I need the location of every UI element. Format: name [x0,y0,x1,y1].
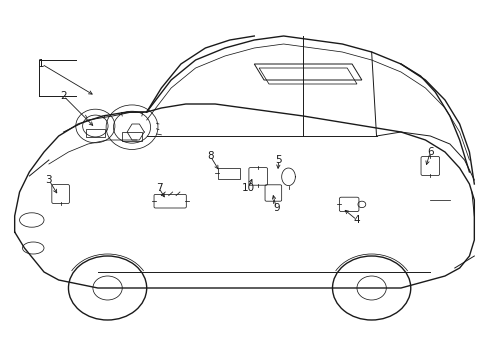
Text: 2: 2 [60,91,67,101]
Text: 10: 10 [242,183,254,193]
Text: 9: 9 [272,203,279,213]
Text: 7: 7 [155,183,162,193]
Text: 3: 3 [45,175,52,185]
Text: 5: 5 [275,155,282,165]
Text: 6: 6 [426,147,433,157]
Text: 1: 1 [38,59,45,69]
Text: 4: 4 [353,215,360,225]
Text: 8: 8 [206,151,213,161]
